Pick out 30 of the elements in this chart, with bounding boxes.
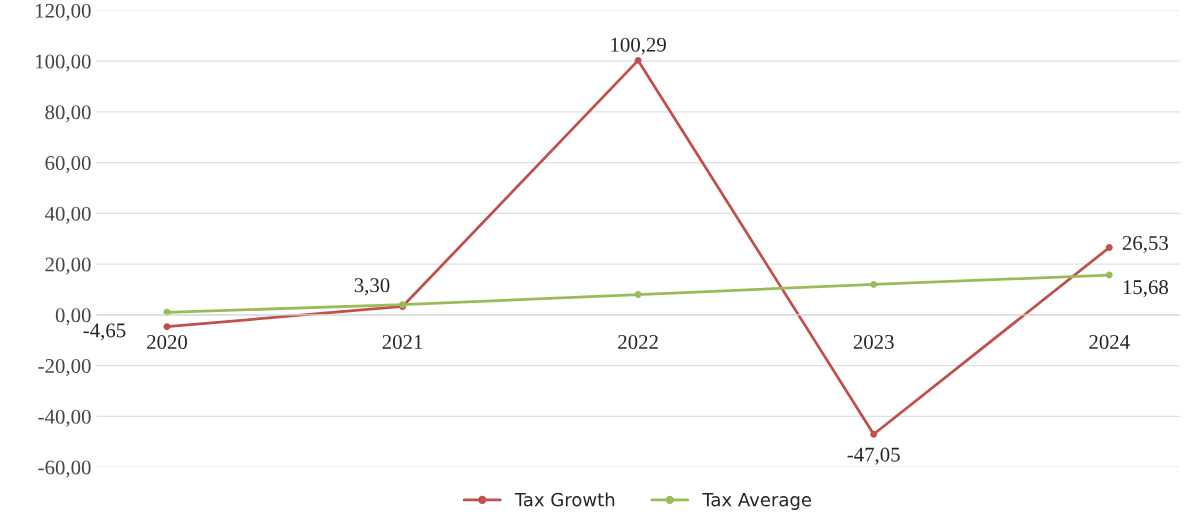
y-tick-label: -20,00 [38,358,91,377]
y-tick-label: 40,00 [44,206,91,224]
y-tick-label: 20,00 [45,257,91,275]
y-tick-label: 120,00 [36,3,91,21]
data-label: 15,68 [1123,280,1168,298]
x-tick-label: 2024 [1089,334,1130,349]
y-tick-label: -60,00 [38,460,91,478]
point [870,280,878,288]
point [1105,271,1113,279]
y-tick-label: 100,00 [36,54,91,72]
x-tick-label: 2022 [618,334,658,349]
y-tick-label: -40,00 [38,409,91,427]
point [634,56,642,64]
point [634,291,642,299]
x-tick-label: 2023 [853,334,894,349]
y-tick-label: 60,00 [45,155,91,174]
data-label: 100,29 [611,37,666,55]
data-label: 26,53 [1122,235,1168,253]
y-tick-label: 0,00 [55,308,91,326]
point [1105,244,1113,252]
x-tick-label: 2021 [382,334,423,349]
data-label: -47,05 [847,447,900,465]
x-tick-label: 2020 [147,334,188,349]
y-tick-label: 80,00 [45,105,91,123]
legend-label: Tax Average [702,493,812,510]
data-label: -4,65 [83,323,126,341]
data-label: 3,30 [354,278,390,296]
legend-label: Tax Growth [514,492,615,507]
point [163,323,171,331]
point [870,430,878,438]
